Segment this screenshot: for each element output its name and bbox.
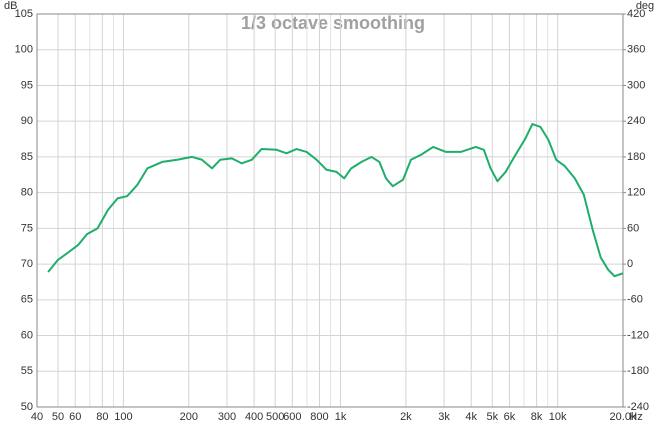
x-tick-label: 6k bbox=[504, 411, 516, 423]
x-tick-label: 500 bbox=[266, 411, 284, 423]
y-tick-label: 50 bbox=[21, 401, 33, 413]
y-axis-label: dB bbox=[4, 0, 17, 12]
x-tick-label: 600 bbox=[283, 411, 301, 423]
y-tick-label: 65 bbox=[21, 294, 33, 306]
response-line bbox=[47, 123, 624, 278]
y2-tick-label: 240 bbox=[627, 115, 645, 127]
y2-tick-label: -180 bbox=[627, 365, 649, 377]
x-tick-label: 2k bbox=[400, 411, 412, 423]
y-tick-label: 85 bbox=[21, 151, 33, 163]
x-tick-label: 3k bbox=[438, 411, 450, 423]
y2-tick-label: 360 bbox=[627, 44, 645, 56]
x-tick-label: 20.0k bbox=[610, 411, 637, 423]
x-tick-label: 80 bbox=[96, 411, 108, 423]
y-tick-label: 105 bbox=[15, 8, 33, 20]
plot-border bbox=[36, 13, 624, 408]
x-tick-label: 100 bbox=[114, 411, 132, 423]
y-tick-label: 95 bbox=[21, 79, 33, 91]
y2-tick-label: 300 bbox=[627, 79, 645, 91]
x-tick-label: 200 bbox=[180, 411, 198, 423]
y2-tick-label: 180 bbox=[627, 151, 645, 163]
y2-tick-label: 60 bbox=[627, 222, 639, 234]
y-tick-label: 80 bbox=[21, 187, 33, 199]
x-tick-label: 4k bbox=[465, 411, 477, 423]
x-tick-label: 10k bbox=[549, 411, 567, 423]
x-tick-label: 40 bbox=[31, 411, 43, 423]
y2-tick-label: -120 bbox=[627, 329, 649, 341]
x-tick-label: 50 bbox=[52, 411, 64, 423]
y-tick-label: 100 bbox=[15, 44, 33, 56]
y2-axis-label: deg bbox=[636, 0, 654, 12]
y2-tick-label: -240 bbox=[627, 401, 649, 413]
x-axis-label: Hz bbox=[629, 411, 642, 423]
x-tick-label: 60 bbox=[69, 411, 81, 423]
y2-tick-label: 120 bbox=[627, 187, 645, 199]
x-tick-label: 800 bbox=[310, 411, 328, 423]
y-tick-label: 55 bbox=[21, 365, 33, 377]
x-tick-label: 5k bbox=[486, 411, 498, 423]
y-tick-label: 75 bbox=[21, 222, 33, 234]
y2-tick-label: 420 bbox=[627, 8, 645, 20]
y-tick-label: 90 bbox=[21, 115, 33, 127]
y2-tick-label: -60 bbox=[627, 294, 643, 306]
y-tick-label: 60 bbox=[21, 329, 33, 341]
x-tick-label: 8k bbox=[531, 411, 543, 423]
y2-tick-label: 0 bbox=[627, 258, 633, 270]
x-tick-label: 400 bbox=[245, 411, 263, 423]
y-tick-label: 70 bbox=[21, 258, 33, 270]
x-tick-label: 1k bbox=[335, 411, 347, 423]
x-tick-label: 300 bbox=[218, 411, 236, 423]
chart-title: 1/3 octave smoothing bbox=[241, 13, 425, 33]
